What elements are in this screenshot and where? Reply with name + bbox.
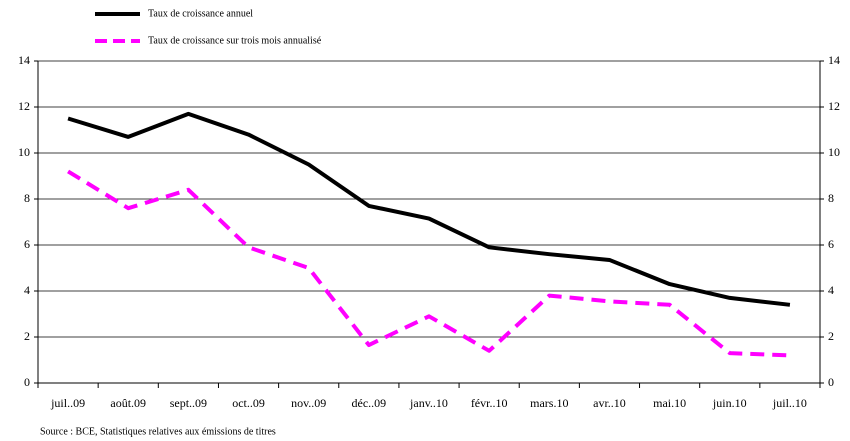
x-tick-label: févr..10 <box>471 396 508 410</box>
y-tick-label: 8 <box>24 191 30 205</box>
y2-tick-label: 0 <box>828 375 834 389</box>
y2-tick-label: 14 <box>828 53 840 67</box>
x-tick-label: juin.10 <box>712 396 747 410</box>
y2-tick-label: 2 <box>828 329 834 343</box>
x-tick-label: déc..09 <box>352 396 387 410</box>
series-line <box>67 111 791 307</box>
x-tick-label: mars.10 <box>530 396 568 410</box>
x-tick-label: oct..09 <box>232 396 265 410</box>
source-note: Source : BCE, Statistiques relatives aux… <box>40 426 276 437</box>
legend-label: Taux de croissance annuel <box>148 8 253 19</box>
x-tick-label: juil..09 <box>50 396 85 410</box>
series-line <box>67 169 790 358</box>
x-tick-label: nov..09 <box>291 396 326 410</box>
legend-label: Taux de croissance sur trois mois annual… <box>148 35 322 46</box>
y-tick-label: 14 <box>18 53 30 67</box>
x-tick-label: sept..09 <box>170 396 207 410</box>
y2-tick-label: 6 <box>828 237 834 251</box>
y2-tick-label: 12 <box>828 99 840 113</box>
y-tick-label: 2 <box>24 329 30 343</box>
y2-tick-label: 8 <box>828 191 834 205</box>
y2-tick-label: 4 <box>828 283 834 297</box>
y-tick-label: 4 <box>24 283 30 297</box>
y-tick-label: 6 <box>24 237 30 251</box>
y-tick-label: 10 <box>18 145 30 159</box>
y2-tick-label: 10 <box>828 145 840 159</box>
x-tick-label: mai.10 <box>653 396 686 410</box>
x-tick-label: juil..10 <box>772 396 807 410</box>
x-tick-label: janv..10 <box>409 396 448 410</box>
x-tick-label: avr..10 <box>593 396 626 410</box>
y-tick-label: 12 <box>18 99 30 113</box>
x-tick-label: août.09 <box>110 396 146 410</box>
y-tick-label: 0 <box>24 375 30 389</box>
